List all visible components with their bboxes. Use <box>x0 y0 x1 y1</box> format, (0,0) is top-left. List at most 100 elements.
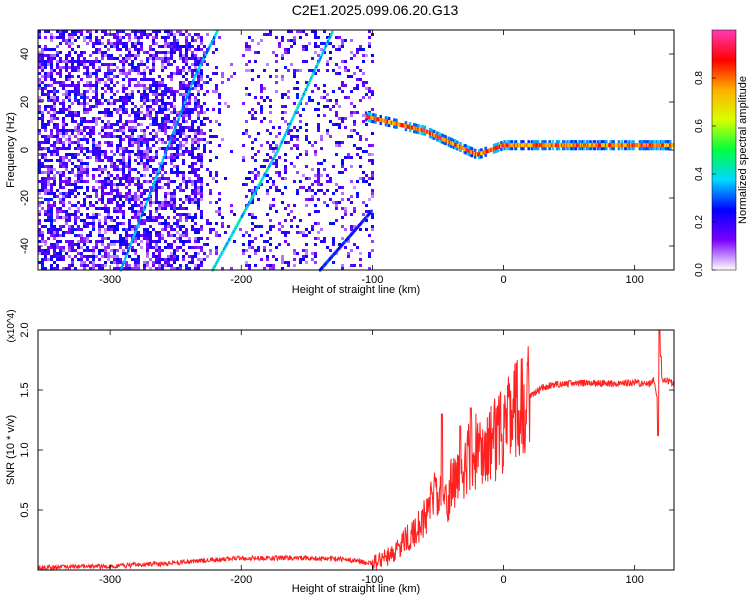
spectrogram-cell <box>170 162 173 165</box>
spectrogram-cell <box>110 126 113 129</box>
spectrogram-cell <box>251 117 254 120</box>
spectrogram-cell <box>134 105 137 108</box>
spectrogram-cell <box>101 36 104 39</box>
spectrogram-cell <box>77 114 80 117</box>
spectrogram-cell <box>185 234 188 237</box>
spectrogram-cell <box>95 78 98 81</box>
spectrogram-cell <box>335 201 338 204</box>
spectrogram-cell <box>62 141 65 144</box>
spectrogram-cell <box>44 66 47 69</box>
spectrogram-cell <box>155 156 158 159</box>
spectrogram-cell <box>200 57 203 60</box>
spectrogram-cell <box>176 39 179 42</box>
spectrogram-cell <box>260 144 263 147</box>
spectrogram-cell <box>158 264 161 267</box>
spectrogram-cell <box>62 33 65 36</box>
spectrogram-cell <box>371 225 374 228</box>
colorbar: 0.00.20.40.60.8 Normalized spectral ampl… <box>694 29 749 277</box>
spectrogram-cell <box>116 48 119 51</box>
spectrogram-cell <box>260 84 263 87</box>
spectrogram-cell <box>161 216 164 219</box>
spectrogram-cell <box>86 249 89 252</box>
spectrogram-cell <box>185 54 188 57</box>
spectrogram-cell <box>251 114 254 117</box>
spectrogram-cell <box>131 225 134 228</box>
spectrogram-cell <box>161 63 164 66</box>
spectrogram-cell <box>335 48 338 51</box>
spectrogram-cell <box>305 45 308 48</box>
spectrogram-cell <box>284 159 287 162</box>
spectrogram-cell <box>137 258 140 261</box>
spectrogram-cell <box>41 261 44 264</box>
spectrogram-cell <box>265 168 269 172</box>
spectrogram-cell <box>92 249 95 252</box>
spectrogram-cell <box>182 159 185 162</box>
spectrogram-cell <box>209 174 212 177</box>
spectrogram-cell <box>107 87 110 90</box>
spectrogram-cell <box>122 204 125 207</box>
spectrogram-cell <box>164 30 167 33</box>
spectrogram-cell <box>257 174 260 177</box>
spectrogram-cell <box>199 63 202 67</box>
spectrogram-cell <box>290 138 293 141</box>
spectrogram-cell <box>86 264 89 267</box>
spectrogram-cell <box>191 150 194 153</box>
spectrogram-cell <box>182 103 186 107</box>
spectrogram-cell <box>189 84 193 88</box>
spectrogram-cell <box>233 213 236 216</box>
spectrogram-cell <box>311 198 314 201</box>
spectrogram-cell <box>41 99 44 102</box>
spectrogram-cell <box>155 216 158 219</box>
spectrogram-cell <box>188 177 191 180</box>
spectrogram-cell <box>130 241 133 245</box>
spectrogram-cell <box>185 87 188 90</box>
spectrogram-cell <box>197 258 200 261</box>
spectrogram-cell <box>131 150 134 153</box>
spectrogram-cell <box>146 36 149 39</box>
spectrogram-cell <box>128 225 131 228</box>
spectrogram-cell <box>170 201 173 204</box>
spectrogram-cell <box>221 72 224 75</box>
spectrogram-cell <box>578 140 582 144</box>
spectrogram-cell <box>197 126 200 129</box>
spectrogram-cell <box>53 48 56 51</box>
snr-series-line <box>37 329 675 572</box>
spectrogram-cell <box>317 171 320 174</box>
spectrogram-cell <box>368 267 371 270</box>
spectrogram-cell <box>191 228 194 231</box>
spectrogram-cell <box>305 150 308 153</box>
spectrogram-cell <box>179 183 182 186</box>
spectrogram-cell <box>185 93 188 96</box>
spectrogram-cell <box>344 117 347 120</box>
spectrogram-cell <box>158 237 161 240</box>
spectrogram-cell <box>119 117 122 120</box>
spectrogram-cell <box>326 204 329 207</box>
spectrogram-cell <box>197 264 200 267</box>
spectrogram-cell <box>98 249 101 252</box>
spectrogram-cell <box>53 255 56 258</box>
spectrogram-cell <box>123 257 127 261</box>
spectrogram-cell <box>122 87 125 90</box>
spectrogram-cell <box>77 147 80 150</box>
spectrogram-cell <box>296 138 299 141</box>
spectrogram-cell <box>176 213 179 216</box>
spectrogram-cell <box>116 111 119 114</box>
spectrogram-cell <box>206 168 209 171</box>
spectrogram-cell <box>59 159 62 162</box>
spectrogram-cell <box>194 147 197 150</box>
spectrogram-cell <box>98 174 101 177</box>
spectrogram-cell <box>38 246 41 249</box>
spectrogram-cell <box>215 120 218 123</box>
spectrogram-cell <box>164 105 167 108</box>
spectrogram-cell <box>56 153 59 156</box>
spectrogram-cell <box>149 159 152 162</box>
spectrogram-cell <box>158 177 161 180</box>
spectrogram-cell <box>359 78 362 81</box>
spectrogram-cell <box>137 90 140 93</box>
spectrogram-cell <box>152 171 155 174</box>
spectrogram-cell <box>71 225 74 228</box>
spectrogram-cell <box>188 153 191 156</box>
spectrogram-cell <box>137 171 140 174</box>
spectrogram-cell <box>134 159 137 162</box>
spectrogram-cell <box>119 144 122 147</box>
